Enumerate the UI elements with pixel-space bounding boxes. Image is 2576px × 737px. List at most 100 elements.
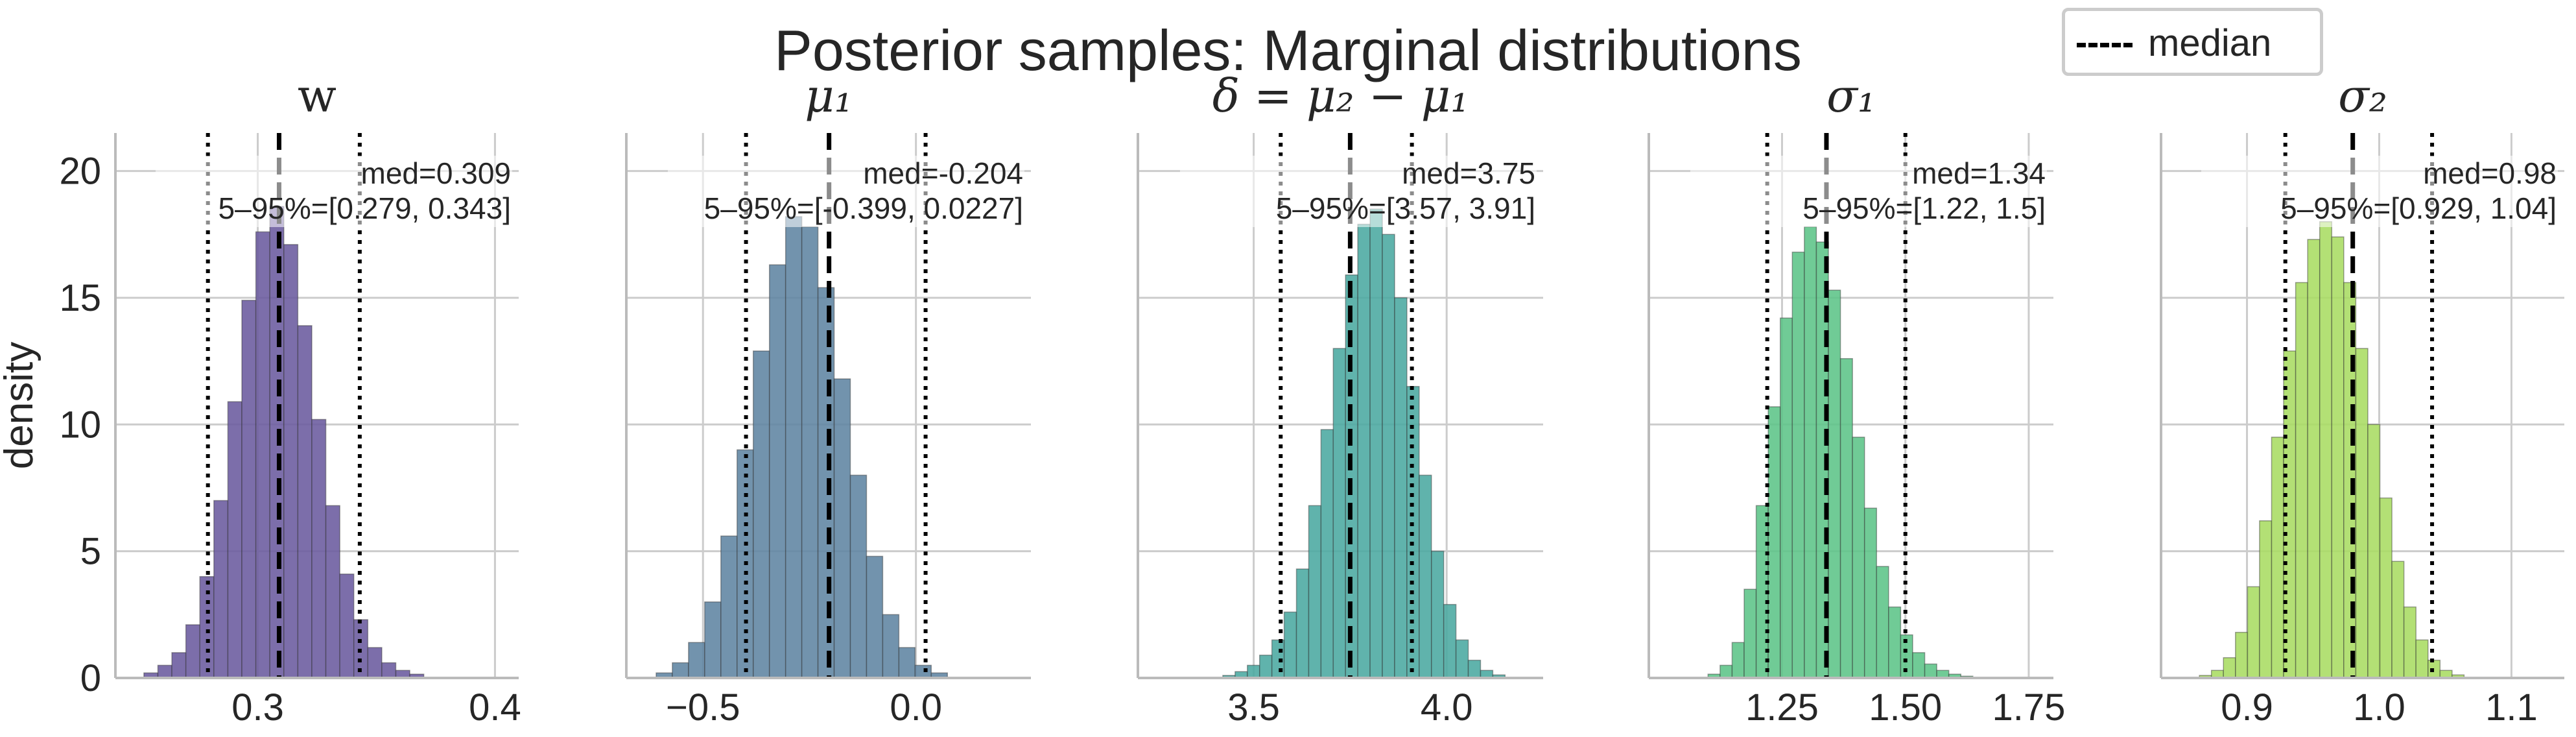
histogram-bar <box>1924 663 1937 679</box>
histogram-bar <box>1839 357 1853 679</box>
x-tick-label: 1.0 <box>2353 686 2405 729</box>
histogram-bar <box>1828 289 1841 679</box>
histogram-bar <box>914 664 932 679</box>
histogram-bar <box>1419 474 1432 679</box>
histogram-bar <box>801 226 819 679</box>
histogram-bar <box>2379 497 2393 679</box>
y-tick-label: 5 <box>80 531 101 573</box>
histogram-bar <box>255 231 270 679</box>
annotation-interval-text: 5–95%=[0.929, 1.04] <box>2280 191 2557 225</box>
y-tick-label: 10 <box>59 404 101 446</box>
histogram-bar <box>325 505 340 679</box>
histogram-bar <box>2391 561 2405 679</box>
histogram-bar <box>367 647 383 679</box>
x-tick-label: 0.9 <box>2221 686 2273 729</box>
histogram-bar <box>1779 317 1793 679</box>
histogram-bar <box>2235 631 2249 679</box>
x-tick-label: 0.4 <box>469 686 521 729</box>
annotation-box <box>2201 156 2558 227</box>
histogram-bar <box>1467 659 1482 679</box>
histogram-bar <box>1247 664 1260 679</box>
histogram-bar <box>2307 239 2321 679</box>
x-tick-label: 1.1 <box>2485 686 2538 729</box>
panel-title: σ₂ <box>2338 69 2387 123</box>
y-tick-label: 15 <box>59 277 101 319</box>
histogram-bar <box>227 401 242 679</box>
histogram-bar <box>1283 611 1297 679</box>
histogram-bar <box>2367 424 2381 679</box>
histogram-bar <box>339 574 355 679</box>
x-tick-label: 4.0 <box>1421 686 1473 729</box>
x-tick-label: −0.5 <box>666 686 740 729</box>
histogram-bar <box>1320 429 1334 679</box>
annotation-median-text: med=-0.204 <box>863 156 1023 190</box>
histogram-bar <box>1743 588 1757 679</box>
histogram-bar <box>882 614 900 679</box>
histogram-bar <box>1394 297 1408 679</box>
legend-label: median <box>2148 22 2272 64</box>
panel-title: w <box>298 69 337 123</box>
histogram-bar <box>2415 639 2429 679</box>
histogram-bar <box>2259 520 2273 679</box>
histogram-bar <box>866 555 884 679</box>
annotation-box <box>156 156 512 227</box>
y-tick-label: 0 <box>80 657 101 699</box>
panel-title: σ₁ <box>1826 69 1876 123</box>
annotation-interval-text: 5–95%=[1.22, 1.5] <box>1802 191 2046 225</box>
histogram-bar <box>2331 236 2345 679</box>
annotation-interval-text: 5–95%=[0.279, 0.343] <box>219 191 511 225</box>
histogram-bar <box>2403 606 2416 679</box>
histogram-bar <box>1308 505 1322 679</box>
histogram-bar <box>297 325 313 679</box>
annotation-median-text: med=0.98 <box>2423 156 2557 190</box>
histogram-bar <box>752 350 770 679</box>
histogram-bar <box>672 662 689 679</box>
x-tick-label: 1.50 <box>1869 686 1942 729</box>
histogram-bar <box>1258 655 1273 679</box>
histogram-bar <box>1357 223 1371 679</box>
histogram-bar <box>1382 234 1395 679</box>
histogram-bar <box>381 662 397 679</box>
histogram-bar <box>720 535 738 679</box>
histogram-bar <box>1731 642 1745 679</box>
histogram-bar <box>768 264 786 679</box>
histogram-bar <box>2247 586 2260 679</box>
histogram-bar <box>898 647 916 679</box>
y-tick-label: 20 <box>59 151 101 193</box>
panel-title: μ₁ <box>805 69 853 123</box>
legend-median-line-swatch <box>2077 43 2133 47</box>
histogram-bar <box>1369 208 1383 679</box>
figure-title: Posterior samples: Marginal distribution… <box>774 18 1802 82</box>
histogram-bar <box>2223 657 2236 679</box>
histogram-bar <box>1455 639 1469 679</box>
x-tick-label: 1.25 <box>1745 686 1819 729</box>
histogram-bar <box>1332 348 1346 679</box>
histogram-bar <box>704 601 722 679</box>
histogram-bar <box>1443 603 1457 679</box>
histogram-bar <box>688 642 705 679</box>
histogram-bar <box>1804 226 1817 679</box>
x-tick-label: 1.75 <box>1992 686 2066 729</box>
histogram-bar <box>1791 251 1805 679</box>
annotation-median-text: med=0.309 <box>361 156 511 190</box>
annotation-box <box>668 156 1024 227</box>
annotation-box <box>1690 156 2047 227</box>
histogram-bar <box>2295 282 2308 679</box>
annotation-median-text: med=1.34 <box>1912 156 2046 190</box>
histogram-bar <box>817 287 835 679</box>
histogram-bar <box>2271 437 2284 679</box>
histogram-bar <box>1912 652 1926 679</box>
histogram-bar <box>2355 348 2369 679</box>
legend: median <box>2062 8 2323 76</box>
histogram-bar <box>1888 606 1902 679</box>
x-tick-label: 0.0 <box>890 686 942 729</box>
x-tick-label: 0.3 <box>231 686 284 729</box>
annotation-median-text: med=3.75 <box>1402 156 1535 190</box>
histogram-bar <box>1852 437 1865 679</box>
histogram-bar <box>1863 507 1878 679</box>
y-axis-label: density <box>0 342 41 469</box>
histogram-bar <box>1295 568 1310 679</box>
histogram-bar <box>2319 221 2333 679</box>
histogram-bar <box>241 300 257 679</box>
